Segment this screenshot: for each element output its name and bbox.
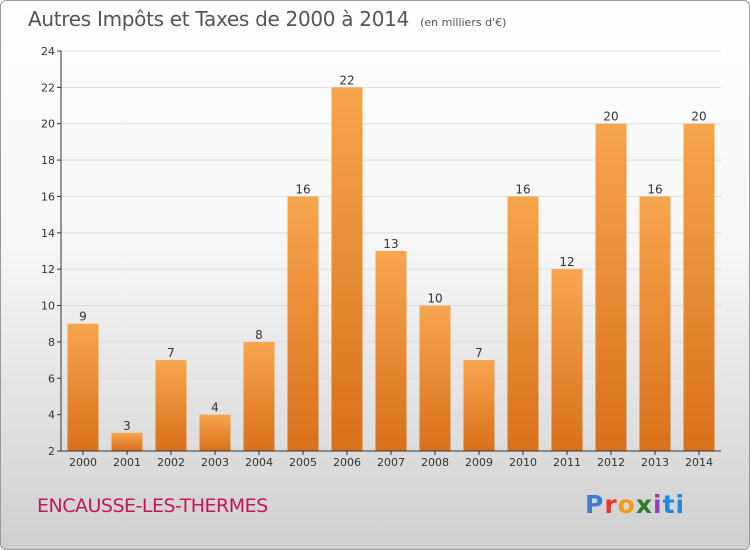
x-tick-label: 2001 xyxy=(113,456,141,469)
data-label: 10 xyxy=(427,292,442,306)
data-label: 16 xyxy=(515,182,530,196)
data-label: 12 xyxy=(559,255,574,269)
logo-letter: P xyxy=(585,490,605,519)
bars xyxy=(67,87,715,452)
logo-letter: r xyxy=(604,490,618,519)
bar xyxy=(375,251,407,451)
data-label: 9 xyxy=(79,310,87,324)
bar xyxy=(199,414,231,451)
axes xyxy=(57,50,721,455)
labels: 2468101214161820222492000320017200242003… xyxy=(41,45,713,469)
bar xyxy=(507,196,539,451)
x-tick-label: 2006 xyxy=(333,456,361,469)
logo-letter: o xyxy=(617,490,636,519)
proxiti-logo[interactable]: Proxiti xyxy=(585,490,685,519)
y-tick-label: 6 xyxy=(48,372,55,385)
x-tick-label: 2007 xyxy=(377,456,405,469)
logo-letter: i xyxy=(653,490,663,519)
y-tick-label: 18 xyxy=(41,154,55,167)
bar xyxy=(419,305,451,451)
chart-title: Autres Impôts et Taxes de 2000 à 2014 (e… xyxy=(28,7,506,31)
data-label: 20 xyxy=(691,110,706,124)
x-tick-label: 2010 xyxy=(509,456,537,469)
x-tick-label: 2014 xyxy=(685,456,713,469)
bar xyxy=(683,123,715,452)
x-tick-label: 2013 xyxy=(641,456,669,469)
x-tick-label: 2003 xyxy=(201,456,229,469)
y-tick-label: 16 xyxy=(41,190,55,203)
title-unit: (en milliers d'€) xyxy=(420,16,507,29)
y-tick-label: 10 xyxy=(41,300,55,313)
y-tick-label: 2 xyxy=(48,445,55,458)
y-tick-label: 20 xyxy=(41,118,55,131)
bar xyxy=(67,323,99,451)
bar xyxy=(551,269,583,451)
y-tick-label: 24 xyxy=(41,45,55,58)
bar xyxy=(287,196,319,451)
data-label: 13 xyxy=(383,237,398,251)
data-label: 7 xyxy=(167,346,175,360)
data-label: 22 xyxy=(339,73,354,87)
commune-name: ENCAUSSE-LES-THERMES xyxy=(37,495,268,517)
x-tick-label: 2000 xyxy=(69,456,97,469)
x-tick-label: 2008 xyxy=(421,456,449,469)
data-label: 4 xyxy=(211,401,219,415)
title-main: Autres Impôts et Taxes de 2000 à 2014 xyxy=(28,7,409,31)
data-label: 16 xyxy=(647,182,662,196)
y-tick-label: 8 xyxy=(48,336,55,349)
x-tick-label: 2012 xyxy=(597,456,625,469)
data-label: 3 xyxy=(123,419,131,433)
x-tick-label: 2002 xyxy=(157,456,185,469)
data-label: 8 xyxy=(255,328,263,342)
y-tick-label: 22 xyxy=(41,81,55,94)
logo-letter: x xyxy=(635,490,653,519)
data-label: 16 xyxy=(295,182,310,196)
y-tick-label: 14 xyxy=(41,227,55,240)
y-tick-label: 4 xyxy=(48,409,55,422)
x-tick-label: 2011 xyxy=(553,456,581,469)
bar xyxy=(639,196,671,451)
x-tick-label: 2005 xyxy=(289,456,317,469)
bar xyxy=(463,360,495,451)
data-label: 20 xyxy=(603,110,618,124)
bar xyxy=(595,123,627,452)
bar xyxy=(111,432,143,451)
bar xyxy=(243,341,275,451)
bar xyxy=(155,360,187,451)
data-label: 7 xyxy=(475,346,483,360)
x-tick-label: 2004 xyxy=(245,456,273,469)
x-tick-label: 2009 xyxy=(465,456,493,469)
y-tick-label: 12 xyxy=(41,263,55,276)
bar xyxy=(331,87,363,451)
logo-letter: ti xyxy=(662,490,686,519)
